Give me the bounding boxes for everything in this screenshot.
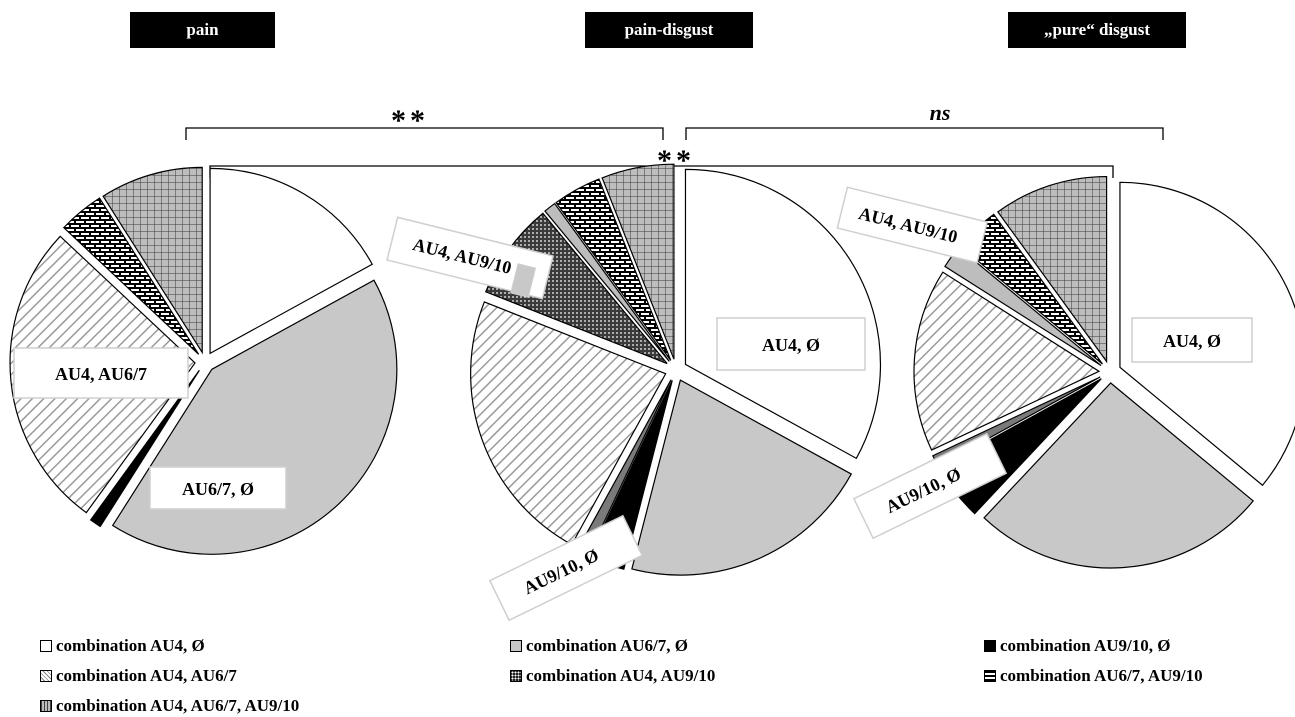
pie-slices-layer xyxy=(9,163,1295,576)
annotation-pd-au4-none: AU4, Ø xyxy=(716,317,866,371)
significance-left-label: ** xyxy=(391,104,429,137)
legend-swatch xyxy=(40,670,52,682)
legend-label: combination AU4, AU6/7 xyxy=(56,666,237,685)
legend-item-au67-only: combination AU6/7, Ø xyxy=(510,636,688,656)
legend-label: combination AU4, AU6/7, AU9/10 xyxy=(56,696,300,715)
significance-right-label: ns xyxy=(930,100,951,125)
pie-0-slice-4 xyxy=(62,197,200,355)
pie-title-pain: pain xyxy=(130,12,275,48)
pie-0-slice-2 xyxy=(89,369,200,528)
annotation-pain-au67-none: AU6/7, Ø xyxy=(149,466,287,510)
pie-2-slice-4 xyxy=(913,271,1101,451)
legend-swatch xyxy=(984,670,996,682)
pie-title-pain-disgust: pain-disgust xyxy=(585,12,753,48)
legend-label: combination AU6/7, Ø xyxy=(526,636,688,655)
annotation-pure-au4-none: AU4, Ø xyxy=(1131,317,1253,363)
legend-swatch xyxy=(984,640,996,652)
pie-1-slice-4 xyxy=(470,301,667,546)
pie-0-slice-5 xyxy=(102,166,203,355)
legend-label: combination AU4, Ø xyxy=(56,636,205,655)
annotation-label: AU6/7, Ø xyxy=(182,479,254,499)
legend-item-au4-au910: combination AU4, AU9/10 xyxy=(510,666,715,686)
pie-1-slice-0 xyxy=(684,168,881,460)
legend-label: combination AU4, AU9/10 xyxy=(526,666,716,685)
pie-1-slice-7 xyxy=(555,178,672,361)
legend-item-au67-au910: combination AU6/7, AU9/10 xyxy=(984,666,1203,686)
pie-2-slice-7 xyxy=(997,175,1108,364)
annotation-label: AU4, AU6/7 xyxy=(55,364,147,384)
legend-swatch xyxy=(40,700,52,712)
annotation-pain-au4-au67: AU4, AU6/7 xyxy=(13,347,189,399)
legend-label: combination AU6/7, AU9/10 xyxy=(1000,666,1203,685)
annotation-pd-au910-none: AU9/10, Ø xyxy=(488,514,644,622)
legend-swatch xyxy=(510,670,522,682)
pie-1-slice-8 xyxy=(601,163,675,360)
legend-item-au4-au67: combination AU4, AU6/7 xyxy=(40,666,237,686)
legend-item-au910-only: combination AU9/10, Ø xyxy=(984,636,1171,656)
legend-item-au4-au67-au910: combination AU4, AU6/7, AU9/10 xyxy=(40,696,299,716)
pie-0-slice-0 xyxy=(209,167,374,355)
bracket-left xyxy=(185,127,664,140)
annotation-label: AU4, Ø xyxy=(762,335,820,355)
annotation-label: AU4, Ø xyxy=(1163,331,1221,351)
annotation-pure-au4-au910: AU4, AU9/10 xyxy=(836,186,989,264)
legend-label: combination AU9/10, Ø xyxy=(1000,636,1171,655)
legend-swatch xyxy=(40,640,52,652)
pie-1-slice-1 xyxy=(631,379,853,576)
pie-2-slice-1 xyxy=(983,382,1255,569)
bracket-right xyxy=(685,127,1164,140)
pie-title-pure-disgust: „pure“ disgust xyxy=(1008,12,1186,48)
pie-1-slice-6 xyxy=(544,202,670,362)
annotation-pd-au4-au910: AU4, AU9/10 xyxy=(386,216,554,300)
legend-item-au4-only: combination AU4, Ø xyxy=(40,636,205,656)
legend-swatch xyxy=(510,640,522,652)
